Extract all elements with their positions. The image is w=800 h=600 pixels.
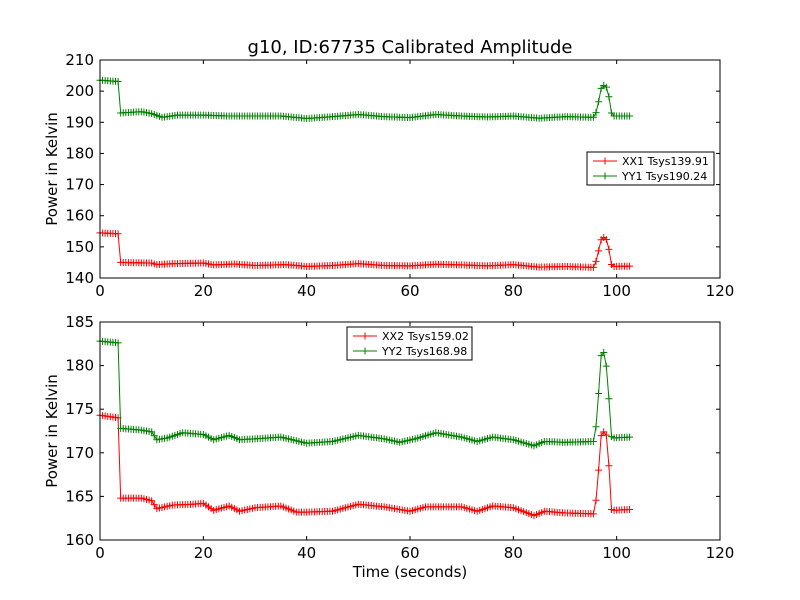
x-tick-label: 40 [297, 282, 316, 300]
y-axis-label-top: Power in Kelvin [43, 112, 61, 226]
data-point [626, 505, 634, 513]
data-point [150, 501, 158, 509]
x-tick-label: 100 [602, 544, 631, 562]
y-tick-label: 170 [65, 444, 94, 462]
data-point [592, 496, 600, 504]
series-markers-1-0 [96, 411, 634, 520]
x-tick-label: 0 [95, 544, 105, 562]
data-point [602, 83, 610, 91]
data-point [605, 395, 613, 403]
bottom-panel: Power in Kelvin Time (seconds) 0 20 40 60 80… [43, 313, 734, 581]
data-point [150, 432, 158, 440]
data-point [626, 112, 634, 120]
x-tick-label: 120 [706, 282, 735, 300]
x-axis-label: Time (seconds) [352, 563, 468, 581]
x-tick-label: 60 [400, 544, 419, 562]
legend-label-1: YY2 Tsys168.98 [381, 345, 467, 358]
data-point [605, 462, 613, 470]
y-tick-label: 160 [65, 207, 94, 225]
y-tick-label: 140 [65, 269, 94, 287]
legend-label-0: XX1 Tsys139.91 [622, 155, 709, 168]
data-point [595, 247, 603, 255]
data-point [605, 93, 613, 101]
data-point [602, 431, 610, 439]
legend-label-1: YY1 Tsys190.24 [621, 170, 707, 183]
data-point [602, 235, 610, 243]
plot-area-top: 0 20 40 60 80 100 120 140 150 160 170 180 190 200 210 X… [65, 51, 734, 300]
y-tick-label: 180 [65, 357, 94, 375]
y-tick-label: 185 [65, 313, 94, 331]
data-point [114, 339, 122, 347]
data-point [595, 466, 603, 474]
y-axis-label-bottom: Power in Kelvin [43, 374, 61, 488]
data-point [148, 428, 156, 436]
x-tick-label: 40 [297, 544, 316, 562]
data-point [605, 245, 613, 253]
y-tick-label: 190 [65, 113, 94, 131]
y-tick-label: 165 [65, 487, 94, 505]
x-tick-label: 80 [504, 544, 523, 562]
legend: XX1 Tsys139.91 YY1 Tsys190.24 [586, 151, 715, 186]
data-point [592, 257, 600, 265]
x-tick-label: 80 [504, 282, 523, 300]
legend-box [586, 151, 715, 186]
data-point [602, 362, 610, 370]
legend-marker-1 [601, 172, 609, 180]
legend-box [346, 326, 473, 361]
y-tick-label: 160 [65, 531, 94, 549]
data-point [600, 349, 608, 357]
data-point [592, 423, 600, 431]
y-tick-label: 170 [65, 176, 94, 194]
top-panel: g10, ID:67735 Calibrated Amplitude Power… [43, 37, 734, 300]
data-point [589, 263, 597, 271]
data-point [595, 98, 603, 106]
legend-marker-0 [601, 157, 609, 165]
chart-title: g10, ID:67735 Calibrated Amplitude [248, 37, 573, 58]
series-markers-0-1 [96, 76, 634, 123]
x-tick-label: 20 [194, 282, 213, 300]
series-markers-1-1 [96, 337, 634, 450]
data-point [148, 497, 156, 505]
legend: XX2 Tsys159.02 YY2 Tsys168.98 [346, 326, 473, 361]
data-point [592, 109, 600, 117]
x-tick-label: 60 [400, 282, 419, 300]
data-point [114, 230, 122, 238]
data-point [626, 262, 634, 270]
data-point [589, 113, 597, 121]
y-tick-label: 175 [65, 400, 94, 418]
plot-area-bottom: 0 20 40 60 80 100 120 160 165 170 175 180 185 XX2 Tsy… [65, 313, 734, 562]
legend-label-0: XX2 Tsys159.02 [382, 330, 469, 343]
data-point [626, 433, 634, 441]
x-tick-label: 120 [706, 544, 735, 562]
x-tick-label: 20 [194, 544, 213, 562]
data-point [595, 390, 603, 398]
legend-marker-0 [361, 332, 369, 340]
series-markers-0-0 [96, 229, 634, 271]
data-point [114, 77, 122, 85]
y-tick-label: 150 [65, 238, 94, 256]
x-tick-label: 0 [95, 282, 105, 300]
y-tick-label: 210 [65, 51, 94, 69]
y-tick-label: 180 [65, 144, 94, 162]
y-tick-label: 200 [65, 82, 94, 100]
legend-marker-1 [361, 347, 369, 355]
x-tick-label: 100 [602, 282, 631, 300]
data-point [589, 510, 597, 518]
data-point [589, 437, 597, 445]
